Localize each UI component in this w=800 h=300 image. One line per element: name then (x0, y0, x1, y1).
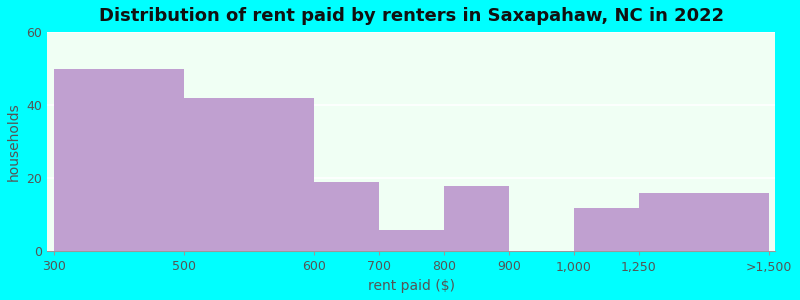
Title: Distribution of rent paid by renters in Saxapahaw, NC in 2022: Distribution of rent paid by renters in … (98, 7, 724, 25)
X-axis label: rent paid ($): rent paid ($) (368, 279, 455, 293)
Bar (184, 98, 314, 251)
Bar (639, 193, 769, 251)
Bar (314, 182, 379, 251)
Bar (54, 69, 184, 251)
Bar (379, 230, 444, 251)
Bar (444, 186, 509, 251)
Y-axis label: households: households (7, 102, 21, 181)
Bar (574, 208, 639, 251)
